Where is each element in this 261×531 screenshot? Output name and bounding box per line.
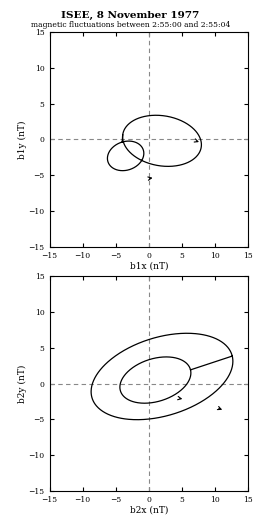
X-axis label: b2x (nT): b2x (nT) [129, 506, 168, 515]
Text: magnetic fluctuations between 2:55:00 and 2:55:04: magnetic fluctuations between 2:55:00 an… [31, 21, 230, 29]
X-axis label: b1x (nT): b1x (nT) [129, 261, 168, 270]
Y-axis label: b2y (nT): b2y (nT) [18, 364, 27, 403]
Text: ISEE, 8 November 1977: ISEE, 8 November 1977 [61, 11, 200, 20]
Y-axis label: b1y (nT): b1y (nT) [18, 120, 27, 159]
